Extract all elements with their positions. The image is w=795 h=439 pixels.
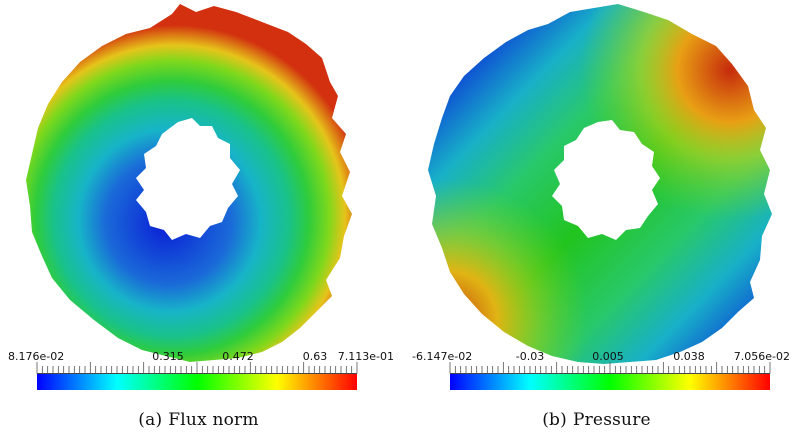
figure-panel-pressure: -6.147e-02 -0.03 0.005 0.038 7.056e-02 (… [398,0,795,439]
flux-norm-tick-label: 0.315 [152,350,184,363]
pressure-tick-label: 0.038 [673,350,705,363]
pressure-colorbar [449,362,771,390]
flux-norm-field-plot [26,4,352,362]
figure-panel-flux-norm: 8.176e-02 0.315 0.472 0.63 7.113e-01 (a)… [0,0,397,439]
flux-norm-caption-text: Flux norm [168,410,259,430]
flux-norm-caption: (a) Flux norm [0,410,397,430]
pressure-caption-label: (b) [542,410,567,430]
pressure-max-label: 7.056e-02 [733,350,790,363]
flux-norm-tick-label: 0.63 [302,350,328,363]
pressure-field-plot [428,4,772,364]
flux-norm-colorbar-ticks [36,362,358,374]
pressure-colorbar-ticks [449,362,771,374]
pressure-tick-label: -0.03 [515,350,545,363]
pressure-min-label: -6.147e-02 [412,350,473,363]
pressure-domain [428,4,772,364]
flux-norm-colorbar-gradient [37,374,357,390]
pressure-colorbar-labels: -6.147e-02 -0.03 0.005 0.038 7.056e-02 [398,350,795,364]
pressure-caption: (b) Pressure [398,410,795,430]
pressure-colorbar-gradient [450,374,770,390]
flux-norm-colorbar-labels: 8.176e-02 0.315 0.472 0.63 7.113e-01 [0,350,397,364]
flux-norm-caption-label: (a) [138,410,163,430]
flux-norm-min-label: 8.176e-02 [8,350,65,363]
flux-norm-domain [26,4,352,362]
flux-norm-tick-label: 0.472 [222,350,254,363]
flux-norm-colorbar [36,362,358,390]
pressure-tick-label: 0.005 [592,350,624,363]
pressure-caption-text: Pressure [572,410,651,430]
flux-norm-max-label: 7.113e-01 [337,350,394,363]
